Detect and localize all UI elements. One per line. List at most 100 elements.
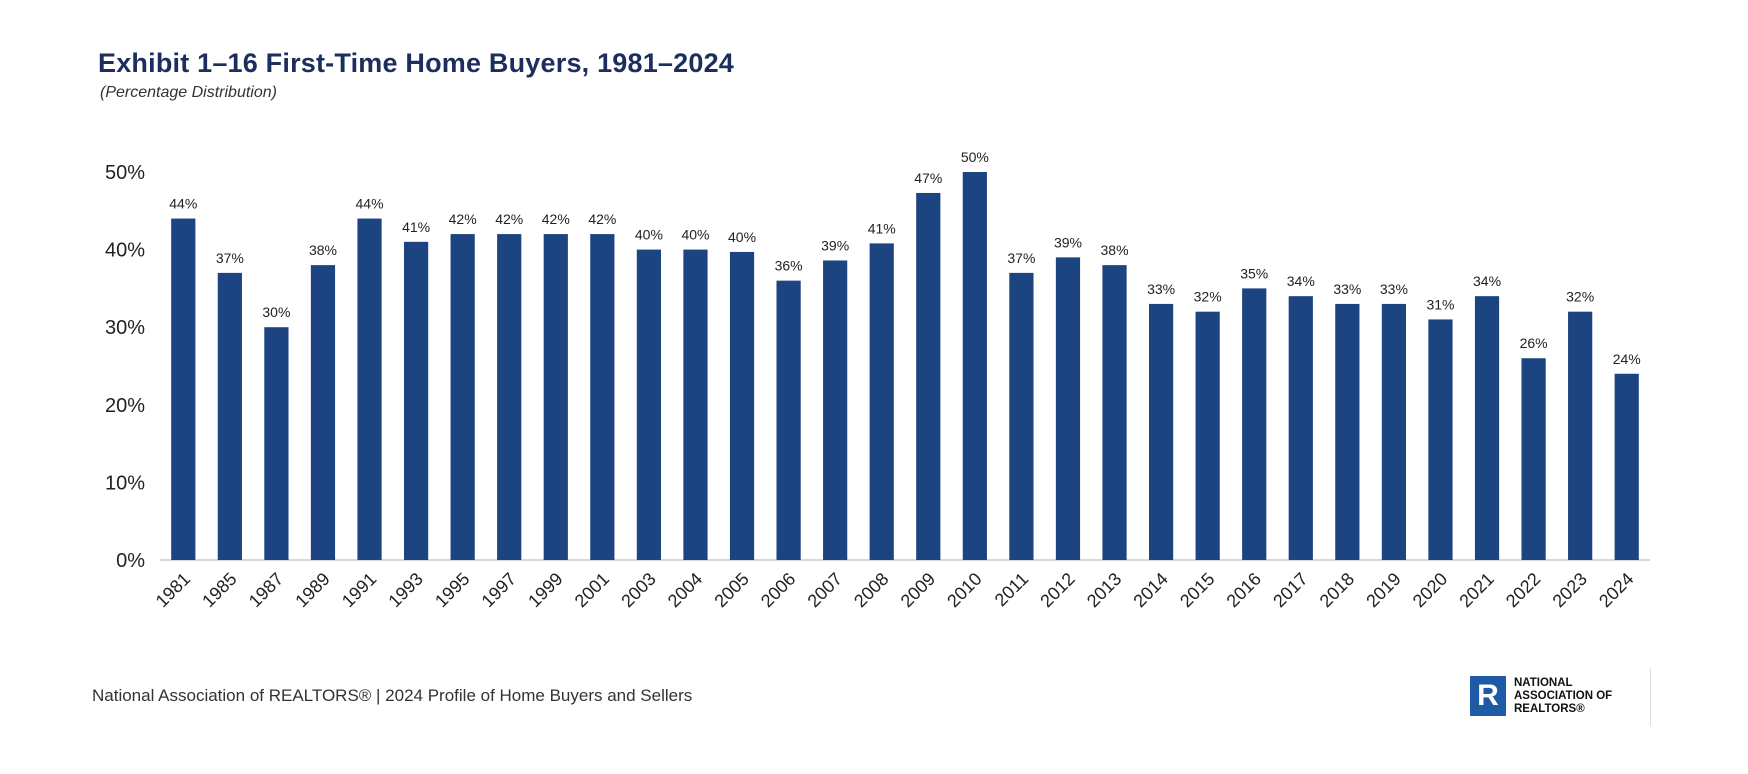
bar-2023	[1568, 311, 1593, 560]
x-tick-label-2024: 2024	[1595, 569, 1637, 611]
bar-2024	[1614, 373, 1639, 560]
bar-chart: 0% 10% 20% 30% 40% 50% 44% 1981 37% 1985 30% 1987 38…	[105, 149, 1650, 611]
bar-2010	[962, 172, 987, 560]
y-tick-label: 0%	[116, 550, 145, 572]
data-label-2007: 39%	[821, 237, 849, 253]
data-label-1999: 42%	[542, 211, 570, 227]
bar-2003	[636, 249, 662, 560]
x-tick-label-2013: 2013	[1083, 569, 1125, 611]
x-tick-label-2019: 2019	[1362, 569, 1404, 611]
data-label-2024: 24%	[1613, 351, 1641, 367]
bar-2022	[1521, 358, 1546, 560]
data-label-2018: 33%	[1333, 281, 1361, 297]
data-label-2004: 40%	[681, 227, 709, 243]
bar-2011	[1009, 272, 1034, 560]
bar-2012	[1055, 257, 1081, 560]
data-label-1997: 42%	[495, 211, 523, 227]
edge-divider	[1650, 668, 1651, 726]
chart-title: Exhibit 1–16 First-Time Home Buyers, 198…	[98, 48, 735, 78]
x-tick-label-1997: 1997	[478, 569, 520, 611]
chart-subtitle: (Percentage Distribution)	[100, 84, 277, 101]
x-tick-label-2001: 2001	[571, 569, 613, 611]
y-tick-label: 20%	[105, 395, 145, 417]
x-tick-label-1993: 1993	[384, 569, 426, 611]
bar-2009	[916, 192, 941, 560]
data-label-2016: 35%	[1240, 265, 1268, 281]
data-label-2022: 26%	[1520, 335, 1548, 351]
data-label-1993: 41%	[402, 219, 430, 235]
bar-2004	[683, 249, 708, 560]
y-tick-label: 50%	[105, 162, 145, 184]
x-tick-label-1989: 1989	[291, 569, 333, 611]
x-tick-label-1995: 1995	[431, 569, 473, 611]
bar-1985	[217, 272, 242, 560]
bar-2014	[1148, 303, 1174, 560]
data-label-2023: 32%	[1566, 289, 1594, 305]
x-tick-label-2005: 2005	[710, 569, 752, 611]
bar-2015	[1195, 311, 1220, 560]
footer-source: National Association of REALTORS® | 2024…	[92, 686, 693, 705]
data-label-2006: 36%	[775, 258, 803, 274]
x-tick-label-2007: 2007	[804, 569, 846, 611]
data-label-1985: 37%	[216, 250, 244, 266]
x-tick-label-2023: 2023	[1549, 569, 1591, 611]
bar-2021	[1474, 296, 1500, 560]
data-label-2019: 33%	[1380, 281, 1408, 297]
bar-1989	[310, 265, 336, 560]
bar-2007	[823, 260, 848, 560]
data-label-2017: 34%	[1287, 273, 1315, 289]
x-tick-label-2004: 2004	[664, 569, 706, 611]
x-tick-label-2018: 2018	[1316, 569, 1358, 611]
bar-2016	[1242, 288, 1267, 560]
x-tick-label-1999: 1999	[524, 569, 566, 611]
x-tick-label-2010: 2010	[943, 569, 985, 611]
bar-2005	[729, 251, 755, 561]
data-label-2008: 41%	[868, 220, 896, 236]
x-tick-label-1985: 1985	[198, 569, 240, 611]
data-label-2014: 33%	[1147, 281, 1175, 297]
x-tick-label-2016: 2016	[1223, 569, 1265, 611]
bar-2017	[1288, 296, 1313, 560]
data-label-2009: 47%	[914, 170, 942, 186]
bar-2020	[1428, 319, 1453, 560]
x-tick-label-2014: 2014	[1129, 569, 1171, 611]
x-tick-label-2003: 2003	[617, 569, 659, 611]
x-tick-label-2022: 2022	[1502, 569, 1544, 611]
x-tick-label-2012: 2012	[1036, 569, 1078, 611]
data-label-1987: 30%	[262, 304, 290, 320]
y-tick-label: 40%	[105, 240, 145, 262]
data-label-2013: 38%	[1101, 242, 1129, 258]
data-label-2005: 40%	[728, 229, 756, 245]
data-label-2010: 50%	[961, 149, 989, 165]
x-tick-label-2020: 2020	[1409, 569, 1451, 611]
realtor-logo-icon: R	[1470, 676, 1506, 716]
data-label-2021: 34%	[1473, 273, 1501, 289]
bar-2013	[1102, 265, 1127, 560]
x-tick-label-2008: 2008	[850, 569, 892, 611]
bar-1999	[543, 234, 568, 560]
data-label-2003: 40%	[635, 227, 663, 243]
nar-logo: R NATIONAL ASSOCIATION OF REALTORS®	[1470, 676, 1634, 716]
bar-2019	[1381, 303, 1407, 560]
bar-2006	[776, 280, 801, 560]
logo-text: NATIONAL ASSOCIATION OF REALTORS®	[1514, 676, 1613, 715]
x-tick-label-2017: 2017	[1269, 569, 1311, 611]
data-label-2020: 31%	[1426, 296, 1454, 312]
x-tick-label-2011: 2011	[991, 569, 1033, 611]
y-tick-label: 10%	[105, 472, 145, 494]
bar-1987	[264, 327, 289, 560]
bar-1997	[497, 234, 522, 560]
y-tick-label: 30%	[105, 317, 145, 339]
x-tick-label-2021: 2021	[1455, 569, 1497, 611]
x-tick-label-2015: 2015	[1176, 569, 1218, 611]
data-label-1989: 38%	[309, 242, 337, 258]
data-label-1991: 44%	[356, 196, 384, 212]
x-tick-label-1987: 1987	[245, 569, 287, 611]
x-tick-label-1981: 1981	[152, 569, 194, 611]
bar-1991	[357, 218, 382, 560]
data-label-1981: 44%	[169, 196, 197, 212]
x-tick-label-2009: 2009	[897, 569, 939, 611]
logo-letter: R	[1477, 679, 1499, 712]
data-label-2001: 42%	[588, 211, 616, 227]
data-label-2012: 39%	[1054, 234, 1082, 250]
